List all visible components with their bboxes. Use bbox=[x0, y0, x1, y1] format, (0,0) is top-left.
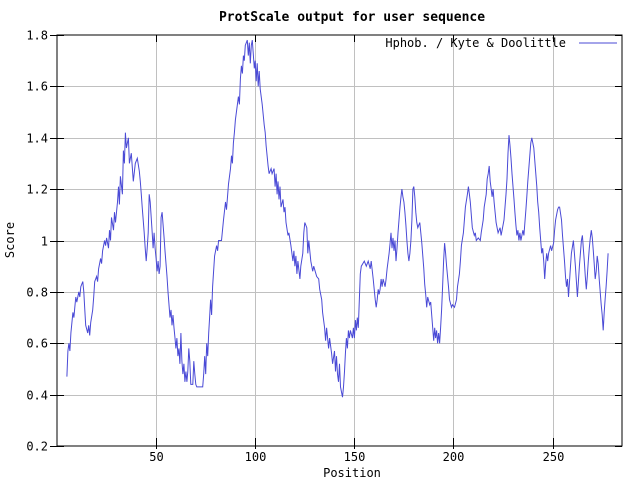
axis-tick-labels: 50 100 150 200 250 0.2 0.4 0.6 0.8 1 1.2 1.4 1.6 1.8 bbox=[26, 29, 564, 465]
hydropathy-line bbox=[66, 39, 609, 398]
y-tick-label: 0.4 bbox=[26, 389, 48, 403]
gridlines bbox=[57, 35, 622, 446]
y-tick-label: 1.8 bbox=[26, 29, 48, 43]
y-tick-label: 1.4 bbox=[26, 132, 48, 146]
y-tick-label: 1.2 bbox=[26, 183, 48, 197]
y-axis-label: Score bbox=[3, 222, 17, 258]
legend-label: Hphob. / Kyte & Doolittle bbox=[385, 36, 566, 50]
y-tick-label: 1.6 bbox=[26, 80, 48, 94]
plot-frame bbox=[56, 34, 623, 447]
y-tick-label: 1 bbox=[41, 235, 48, 249]
y-tick-label: 0.8 bbox=[26, 286, 48, 300]
y-tick-label: 0.2 bbox=[26, 440, 48, 454]
axis-ticks bbox=[50, 35, 622, 449]
chart-title: ProtScale output for user sequence bbox=[219, 10, 485, 25]
x-tick-label: 250 bbox=[543, 450, 565, 464]
x-tick-label: 100 bbox=[245, 450, 267, 464]
x-tick-label: 150 bbox=[344, 450, 366, 464]
x-tick-label: 200 bbox=[443, 450, 465, 464]
y-tick-label: 0.6 bbox=[26, 337, 48, 351]
x-axis-label: Position bbox=[323, 466, 381, 480]
x-tick-label: 50 bbox=[149, 450, 163, 464]
